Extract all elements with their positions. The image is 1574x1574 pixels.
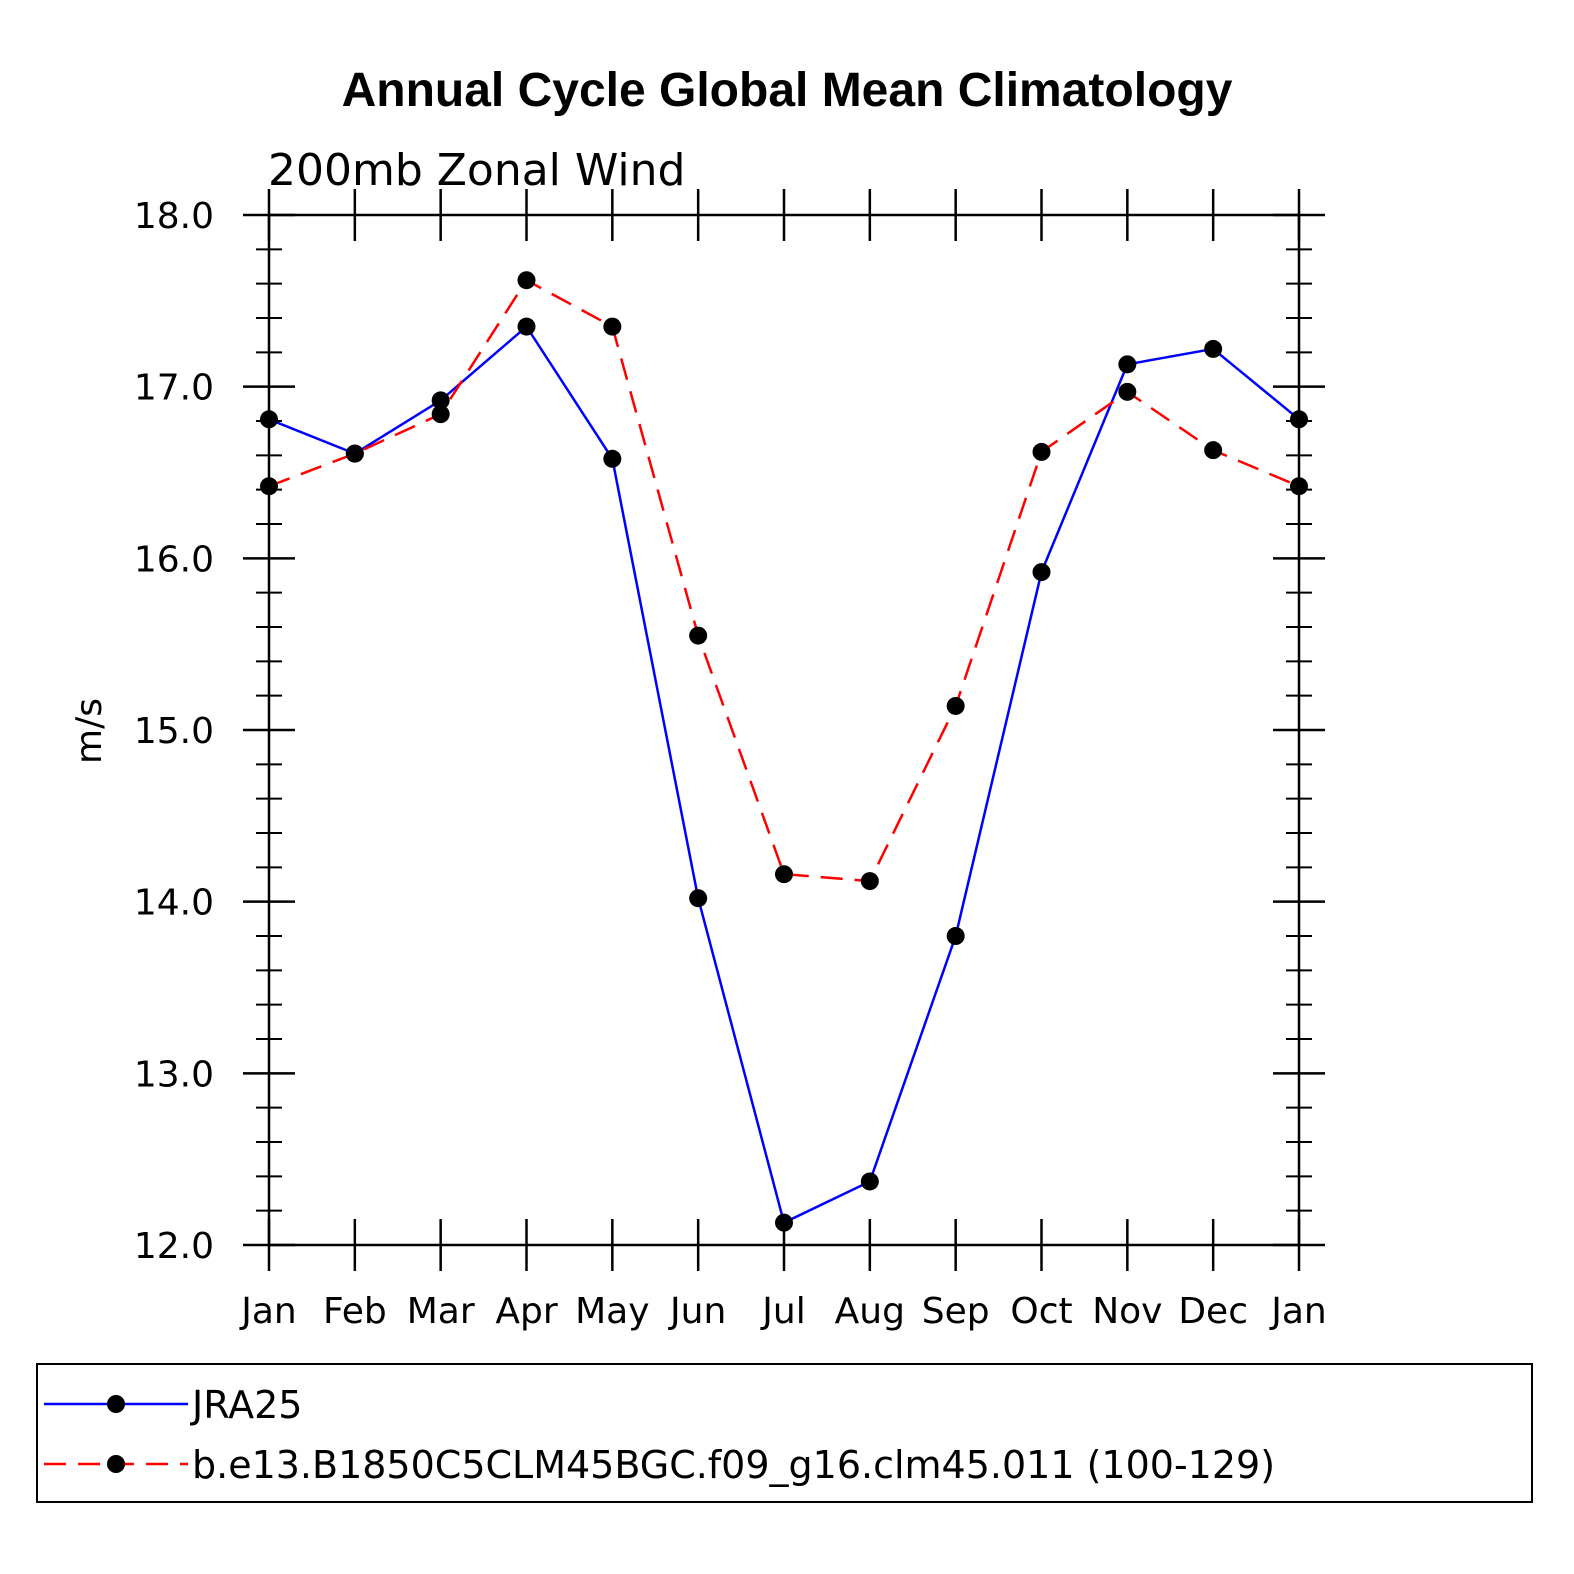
legend: JRA25 b.e13.B1850C5CLM45BGC.f09_g16.clm45… — [36, 1363, 1533, 1503]
chart-title: Annual Cycle Global Mean Climatology — [342, 64, 1233, 117]
series-2-point — [1118, 382, 1137, 401]
series-1-point — [603, 449, 622, 468]
series-1-point — [1204, 339, 1223, 358]
series-2-point — [775, 865, 793, 884]
series-2-point — [1290, 477, 1308, 496]
series-2-point — [603, 317, 622, 336]
x-tick-label: Jul — [760, 1291, 805, 1332]
series-1-point — [946, 927, 965, 945]
y-tick-label: 16.0 — [134, 539, 214, 580]
series-2-point — [946, 696, 965, 715]
x-tick-label: Apr — [495, 1291, 557, 1332]
series-2-point — [345, 444, 364, 463]
x-tick-label: Sep — [922, 1291, 990, 1332]
plot-frame — [267, 213, 1301, 1247]
series-1-point — [1118, 355, 1137, 374]
series-1-point — [517, 317, 536, 336]
series-2-point — [860, 872, 879, 891]
y-tick-label: 13.0 — [134, 1054, 214, 1095]
series-2-point — [1204, 441, 1223, 460]
x-tick-label: Mar — [407, 1291, 475, 1332]
series-line-1 — [268, 324, 1300, 1225]
legend-marker-2 — [107, 1455, 125, 1473]
plot-series — [260, 271, 1308, 1232]
legend-marker-1 — [107, 1395, 125, 1413]
x-tick-label: Jan — [239, 1291, 297, 1332]
series-1-point — [1032, 563, 1051, 582]
legend-label-2: b.e13.B1850C5CLM45BGC.f09_g16.clm45.011 … — [192, 1443, 1275, 1487]
plot-axes: Jan Feb Mar Apr May Jun Jul Aug Sep Oct Nov Dec Jan 1… — [134, 189, 1327, 1332]
series-2-point — [689, 626, 708, 645]
series-1-point — [1290, 410, 1308, 429]
y-tick-label: 12.0 — [134, 1226, 214, 1267]
legend-frame — [36, 1363, 1533, 1503]
x-tick-label: Aug — [835, 1291, 905, 1332]
series-1-point — [860, 1172, 879, 1191]
series-1-point — [689, 889, 708, 908]
x-tick-label: Jun — [668, 1291, 726, 1332]
series-2-point — [517, 271, 536, 290]
x-tick-label: Jan — [1269, 1291, 1327, 1332]
y-tick-label: 14.0 — [134, 883, 214, 924]
y-tick-label: 18.0 — [134, 196, 214, 237]
chart-subtitle: 200mb Zonal Wind — [268, 145, 685, 196]
series-2-point — [431, 405, 450, 424]
x-tick-label: Oct — [1010, 1291, 1072, 1332]
series-2-point — [260, 477, 278, 496]
series-line-2 — [268, 278, 1300, 883]
x-tick-label: Nov — [1092, 1291, 1162, 1332]
legend-label-1: JRA25 — [190, 1383, 302, 1427]
series-1-point — [260, 410, 278, 429]
y-axis-label: m/s — [69, 698, 110, 764]
x-tick-label: Dec — [1178, 1291, 1248, 1332]
x-tick-label: May — [575, 1291, 649, 1332]
series-1-point — [775, 1213, 793, 1232]
y-tick-label: 15.0 — [134, 711, 214, 752]
x-tick-label: Feb — [323, 1291, 387, 1332]
y-tick-label: 17.0 — [134, 368, 214, 409]
series-2-point — [1032, 442, 1051, 461]
series-1-point — [431, 391, 450, 410]
